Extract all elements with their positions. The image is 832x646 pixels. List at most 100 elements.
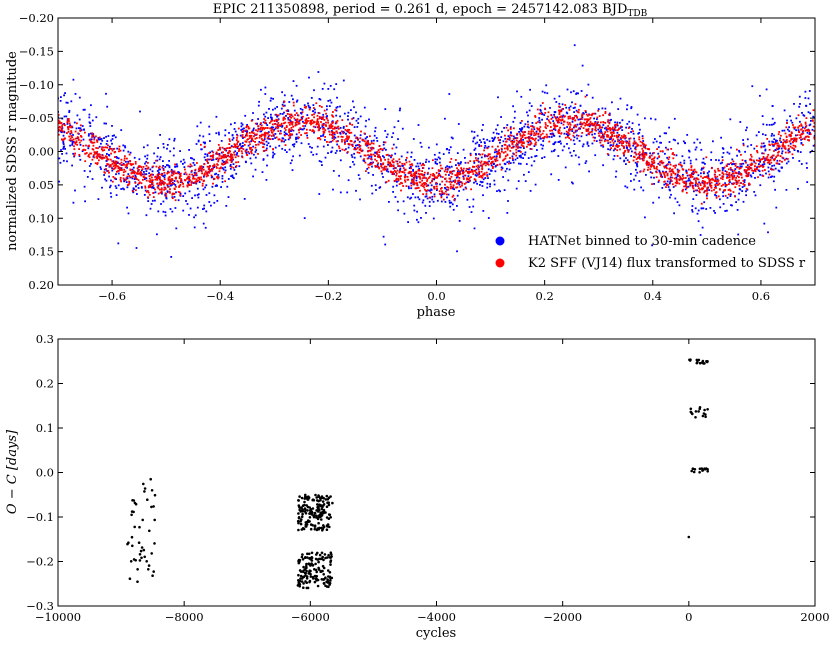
hatnet-point <box>353 106 355 109</box>
k2-point <box>137 179 140 181</box>
hatnet-point <box>808 133 811 135</box>
hatnet-point <box>720 136 722 139</box>
k2-point <box>378 166 380 169</box>
hatnet-point <box>114 136 117 139</box>
hatnet-point <box>751 85 754 88</box>
hatnet-point <box>736 154 738 157</box>
hatnet-point <box>488 140 491 143</box>
k2-point <box>727 189 730 191</box>
hatnet-point <box>576 123 579 126</box>
k2-point <box>178 185 181 187</box>
k2-point <box>535 122 538 124</box>
k2-point <box>740 173 743 176</box>
hatnet-point <box>215 115 218 118</box>
hatnet-point <box>257 118 259 120</box>
k2-point <box>313 107 315 109</box>
k2-point <box>725 171 728 173</box>
hatnet-point <box>613 128 616 131</box>
k2-point <box>616 136 618 139</box>
k2-point <box>437 175 440 177</box>
k2-point <box>419 189 421 192</box>
k2-point <box>555 119 558 122</box>
k2-point <box>801 138 804 140</box>
k2-point <box>456 182 458 185</box>
k2-point <box>651 161 653 163</box>
k2-point <box>748 182 750 185</box>
k2-point <box>505 126 508 129</box>
k2-point <box>445 180 448 183</box>
k2-point <box>149 181 151 183</box>
hatnet-point <box>481 185 484 187</box>
k2-point <box>77 139 80 141</box>
hatnet-point <box>446 168 449 171</box>
k2-point <box>449 187 452 190</box>
oc-point <box>140 556 143 560</box>
hatnet-point <box>496 124 499 127</box>
hatnet-point <box>472 140 474 143</box>
k2-point <box>776 162 779 165</box>
hatnet-point <box>755 134 758 137</box>
k2-point <box>156 186 159 189</box>
hatnet-point <box>471 130 473 133</box>
hatnet-point <box>314 111 316 114</box>
hatnet-point <box>169 150 172 153</box>
k2-point <box>374 155 376 157</box>
hatnet-point <box>585 160 588 163</box>
hatnet-point <box>562 114 565 117</box>
k2-point <box>422 182 425 184</box>
k2-point <box>113 164 116 167</box>
k2-point <box>609 128 612 130</box>
k2-point <box>441 167 444 170</box>
k2-point <box>236 143 238 145</box>
hatnet-point <box>190 170 193 173</box>
hatnet-point <box>122 149 125 152</box>
k2-point <box>399 161 401 164</box>
hatnet-point <box>126 206 128 209</box>
k2-point <box>538 130 541 133</box>
hatnet-point <box>483 146 486 149</box>
k2-point <box>483 149 485 152</box>
k2-point <box>151 176 153 179</box>
hatnet-point <box>353 134 356 137</box>
hatnet-point <box>157 147 159 149</box>
k2-point <box>557 117 560 120</box>
k2-point <box>778 145 781 148</box>
hatnet-point <box>213 194 216 197</box>
k2-point <box>438 190 441 193</box>
hatnet-point <box>792 157 794 159</box>
hatnet-point <box>480 156 483 159</box>
k2-point <box>655 171 658 174</box>
hatnet-point <box>111 169 114 172</box>
hatnet-point <box>775 139 777 142</box>
hatnet-point <box>321 125 324 128</box>
k2-point <box>509 150 512 152</box>
k2-point <box>412 179 415 181</box>
hatnet-point <box>712 140 714 143</box>
hatnet-point <box>82 138 85 141</box>
top-xtick-label: 0.2 <box>535 289 553 303</box>
k2-point <box>752 170 755 172</box>
hatnet-point <box>621 126 623 128</box>
hatnet-point <box>564 166 567 169</box>
hatnet-point <box>231 174 234 177</box>
k2-point <box>96 153 99 155</box>
hatnet-point <box>479 180 482 183</box>
hatnet-point <box>274 127 277 130</box>
k2-point <box>61 129 63 132</box>
hatnet-point <box>594 136 596 139</box>
k2-point <box>385 165 388 168</box>
hatnet-point <box>338 174 340 177</box>
k2-point <box>480 160 483 163</box>
hatnet-point <box>565 133 568 135</box>
k2-point <box>211 168 213 171</box>
k2-point <box>558 105 560 108</box>
hatnet-point <box>332 170 335 172</box>
hatnet-point <box>396 200 399 203</box>
k2-point <box>414 187 417 190</box>
k2-point <box>700 175 702 178</box>
k2-point <box>326 141 328 143</box>
k2-point <box>474 170 476 172</box>
hatnet-point <box>472 198 475 201</box>
k2-point <box>309 120 312 122</box>
hatnet-point <box>696 138 699 141</box>
